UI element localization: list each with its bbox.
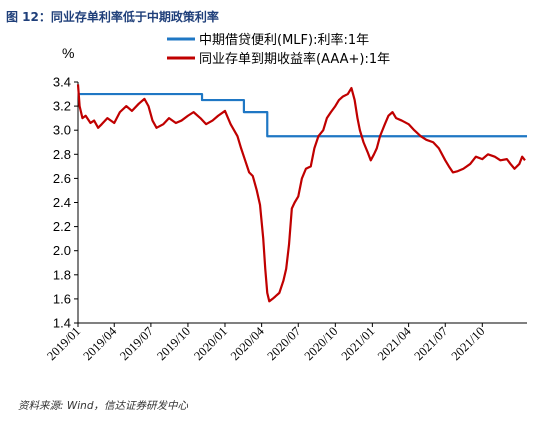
y-tick-label: 3.2 [53, 99, 71, 114]
y-tick-label: 3.0 [53, 123, 71, 138]
series-ncd-line [76, 84, 526, 303]
legend-label: 中期借贷便利(MLF):利率:1年 [199, 32, 369, 48]
y-tick-label: 2.8 [53, 147, 71, 162]
x-tick-label: 2019/04 [80, 324, 119, 363]
y-tick-label: 1.8 [53, 267, 71, 282]
x-tick-label: 2020/10 [302, 324, 341, 363]
x-tick-label: 2020/07 [265, 324, 304, 363]
y-tick-label: 2.2 [53, 219, 71, 234]
series-layer [76, 84, 527, 303]
source-note: 资料来源: Wind，信达证券研发中心 [18, 400, 188, 412]
y-tick-label: 1.4 [53, 316, 71, 331]
x-tick-label: 2021/07 [411, 324, 450, 363]
x-tick-label: 2021/04 [375, 324, 414, 363]
y-tick-label: 3.4 [53, 75, 71, 90]
x-tick-label: 2020/01 [191, 324, 230, 363]
y-tick-label: 1.6 [53, 291, 71, 306]
y-tick-label: 2.4 [53, 195, 71, 210]
x-tick-label: 2019/07 [117, 324, 156, 363]
y-tick-label: 2.0 [53, 243, 71, 258]
x-tick-label: 2021/01 [339, 324, 378, 363]
x-tick-label: 2021/10 [449, 324, 488, 363]
figure-title: 图 12：同业存单利率低于中期政策利率 [6, 10, 219, 24]
x-tick-label: 2020/04 [228, 324, 267, 363]
y-tick-label: 2.6 [53, 171, 71, 186]
y-unit-label: % [62, 45, 74, 61]
series-mlf-line [78, 92, 527, 138]
axes: % 1.4 1.6 1.8 2.0 2.2 2.4 2.6 2.8 3.0 3.2 3.4 2019/0… [44, 45, 527, 363]
x-tick-label: 2019/10 [154, 324, 193, 363]
legend-label: 同业存单到期收益率(AAA+):1年 [199, 51, 390, 67]
